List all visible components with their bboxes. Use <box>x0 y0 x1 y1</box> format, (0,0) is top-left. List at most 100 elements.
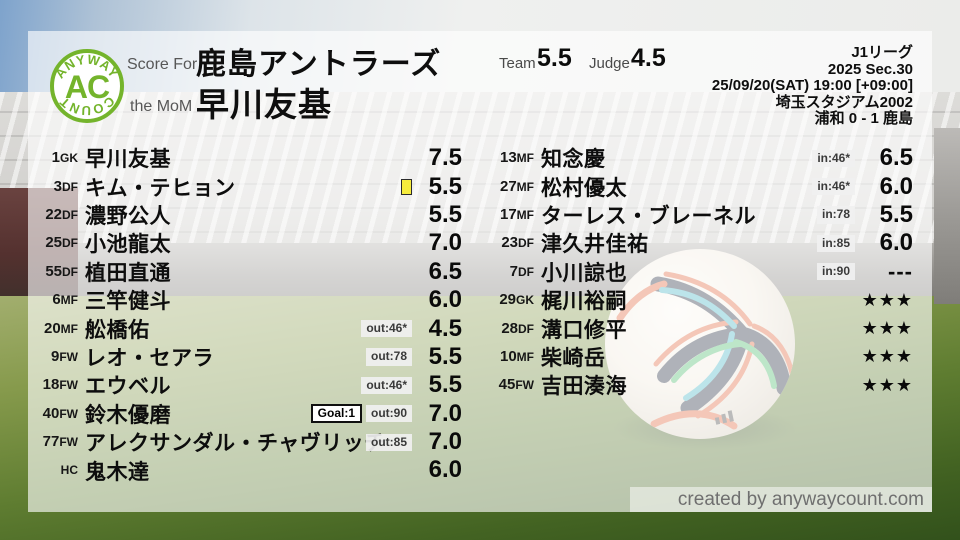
judge-score-value: 4.5 <box>631 44 666 72</box>
player-position: GK <box>60 151 78 166</box>
player-rating: 5.5 <box>428 342 462 370</box>
player-position: DF <box>518 321 534 336</box>
player-number-position: 40FW <box>38 405 78 423</box>
player-rating: ★★★ <box>861 374 913 395</box>
player-row: 3DF キム・テヒョン 5.5 <box>38 172 462 200</box>
player-number: 17 <box>499 205 517 223</box>
player-number-position: 28DF <box>486 320 534 338</box>
team-score-label: Team <box>499 55 536 72</box>
player-number-position: 29GK <box>486 291 534 309</box>
player-name: 小池龍太 <box>85 233 171 257</box>
player-number: 1 <box>51 149 60 167</box>
substitution-badge: in:78 <box>816 206 855 224</box>
player-position: DF <box>62 264 78 279</box>
player-name: 舩橋佑 <box>85 318 150 342</box>
player-rating: ★★★ <box>861 346 913 367</box>
player-row: 40FW 鈴木優磨 Goal:1 out:90 7.0 <box>38 400 462 428</box>
player-name: レオ・セアラ <box>85 346 214 370</box>
player-number: 10 <box>499 347 517 365</box>
player-rating: ★★★ <box>861 318 913 339</box>
player-row: 77FW アレクサンダル・チャヴリッチ out:85 7.0 <box>38 428 462 456</box>
player-number-position: 23DF <box>486 234 534 252</box>
player-number: 23 <box>501 234 518 252</box>
starting-eleven-list: 1GK 早川友基 7.5 3DF キム・テヒョン 5.5 22DF 濃野公人 5.5 25DF 小池… <box>38 144 462 485</box>
substitution-badge: out:46* <box>361 376 412 394</box>
player-row: 18FW エウベル out:46* 5.5 <box>38 371 462 399</box>
goal-badge: Goal:1 <box>310 404 362 424</box>
player-number-position: 18FW <box>38 376 78 394</box>
substitutes-list: 13MF 知念慶 in:46* 6.5 27MF 松村優太 in:46* 6.0 17MF ターレ… <box>486 144 913 400</box>
player-number: 6 <box>52 291 61 309</box>
player-name: アレクサンダル・チャヴリッチ <box>85 432 386 456</box>
logo-circle <box>50 49 124 123</box>
team-score-value: 5.5 <box>537 44 572 72</box>
player-row: 9FW レオ・セアラ out:78 5.5 <box>38 343 462 371</box>
player-number-position: 9FW <box>38 348 78 366</box>
player-number: 55 <box>45 262 62 280</box>
player-row: 13MF 知念慶 in:46* 6.5 <box>486 144 913 172</box>
player-badges: out:46* <box>361 319 412 338</box>
player-number-position: 45FW <box>486 376 534 394</box>
player-row: 22DF 濃野公人 5.5 <box>38 201 462 229</box>
player-number-position: 10MF <box>486 348 534 366</box>
player-name: 早川友基 <box>85 148 171 172</box>
player-position: DF <box>518 264 534 279</box>
kickoff-datetime: 25/09/20(SAT) 19:00 [+09:00] <box>711 77 913 94</box>
player-position: FW <box>59 406 78 421</box>
substitution-badge: out:78 <box>366 348 412 366</box>
player-row: 7DF 小川諒也 in:90 --- <box>486 258 913 286</box>
player-rating: 5.5 <box>428 200 462 228</box>
player-row: 23DF 津久井佳祐 in:85 6.0 <box>486 229 913 257</box>
player-row: 55DF 植田直通 6.5 <box>38 258 462 286</box>
player-number: 45 <box>498 376 516 394</box>
player-row: 45FW 吉田湊海 ★★★ <box>486 371 913 399</box>
player-number-position: 7DF <box>486 263 534 281</box>
player-rating: 5.5 <box>879 200 913 228</box>
player-rating: 5.5 <box>428 172 462 200</box>
player-badges: out:85 <box>366 433 412 451</box>
player-row: 25DF 小池龍太 7.0 <box>38 229 462 257</box>
player-position: FW <box>515 378 534 393</box>
player-rating: 6.0 <box>428 286 462 314</box>
score-panel <box>28 31 932 512</box>
player-name: 松村優太 <box>541 176 627 200</box>
score-for-label: Score For <box>127 56 198 73</box>
player-name: 小川諒也 <box>541 261 627 285</box>
player-badges: out:46* <box>361 376 412 394</box>
player-badges <box>401 178 412 195</box>
player-rating: 7.0 <box>428 399 462 427</box>
substitution-badge: in:85 <box>816 234 855 252</box>
credit-text: created by anywaycount.com <box>677 489 924 510</box>
player-name: 知念慶 <box>541 148 606 172</box>
stadium-right-edge <box>934 128 960 304</box>
season-section: 2025 Sec.30 <box>827 60 913 78</box>
player-name: 濃野公人 <box>85 204 171 228</box>
player-number-position: HC <box>38 461 78 479</box>
player-rating: 7.5 <box>428 144 462 172</box>
player-number: 20 <box>43 319 61 337</box>
player-name: ターレス・ブレーネル <box>541 204 756 228</box>
player-position: MF <box>516 151 534 166</box>
match-info-block: J1リーグ 2025 Sec.30 25/09/20(SAT) 19:00 [+… <box>711 44 913 128</box>
player-number-position: 27MF <box>486 178 534 196</box>
player-row: 6MF 三竿健斗 6.0 <box>38 286 462 314</box>
player-position: MF <box>516 207 534 222</box>
player-badges: in:46* <box>812 149 855 167</box>
player-position: MF <box>516 349 534 364</box>
player-number: 29 <box>499 291 516 309</box>
yellow-card-icon <box>401 178 412 195</box>
logo-ac-text: AC <box>65 69 110 105</box>
player-rating: 6.0 <box>879 172 913 200</box>
player-badges: in:46* <box>812 177 855 196</box>
player-rating: 5.5 <box>428 371 462 399</box>
player-badges: in:78 <box>816 206 855 224</box>
player-rating: ★★★ <box>861 289 913 310</box>
player-name: エウベル <box>85 375 171 399</box>
player-name: キム・テヒョン <box>85 176 236 200</box>
player-number: 25 <box>45 234 62 252</box>
team-name-title: 鹿島アントラーズ <box>196 48 442 81</box>
substitution-badge: out:90 <box>366 405 412 423</box>
player-number-position: 17MF <box>486 206 534 224</box>
player-row: 10MF 柴崎岳 ★★★ <box>486 343 913 371</box>
player-number: 40 <box>42 404 60 422</box>
